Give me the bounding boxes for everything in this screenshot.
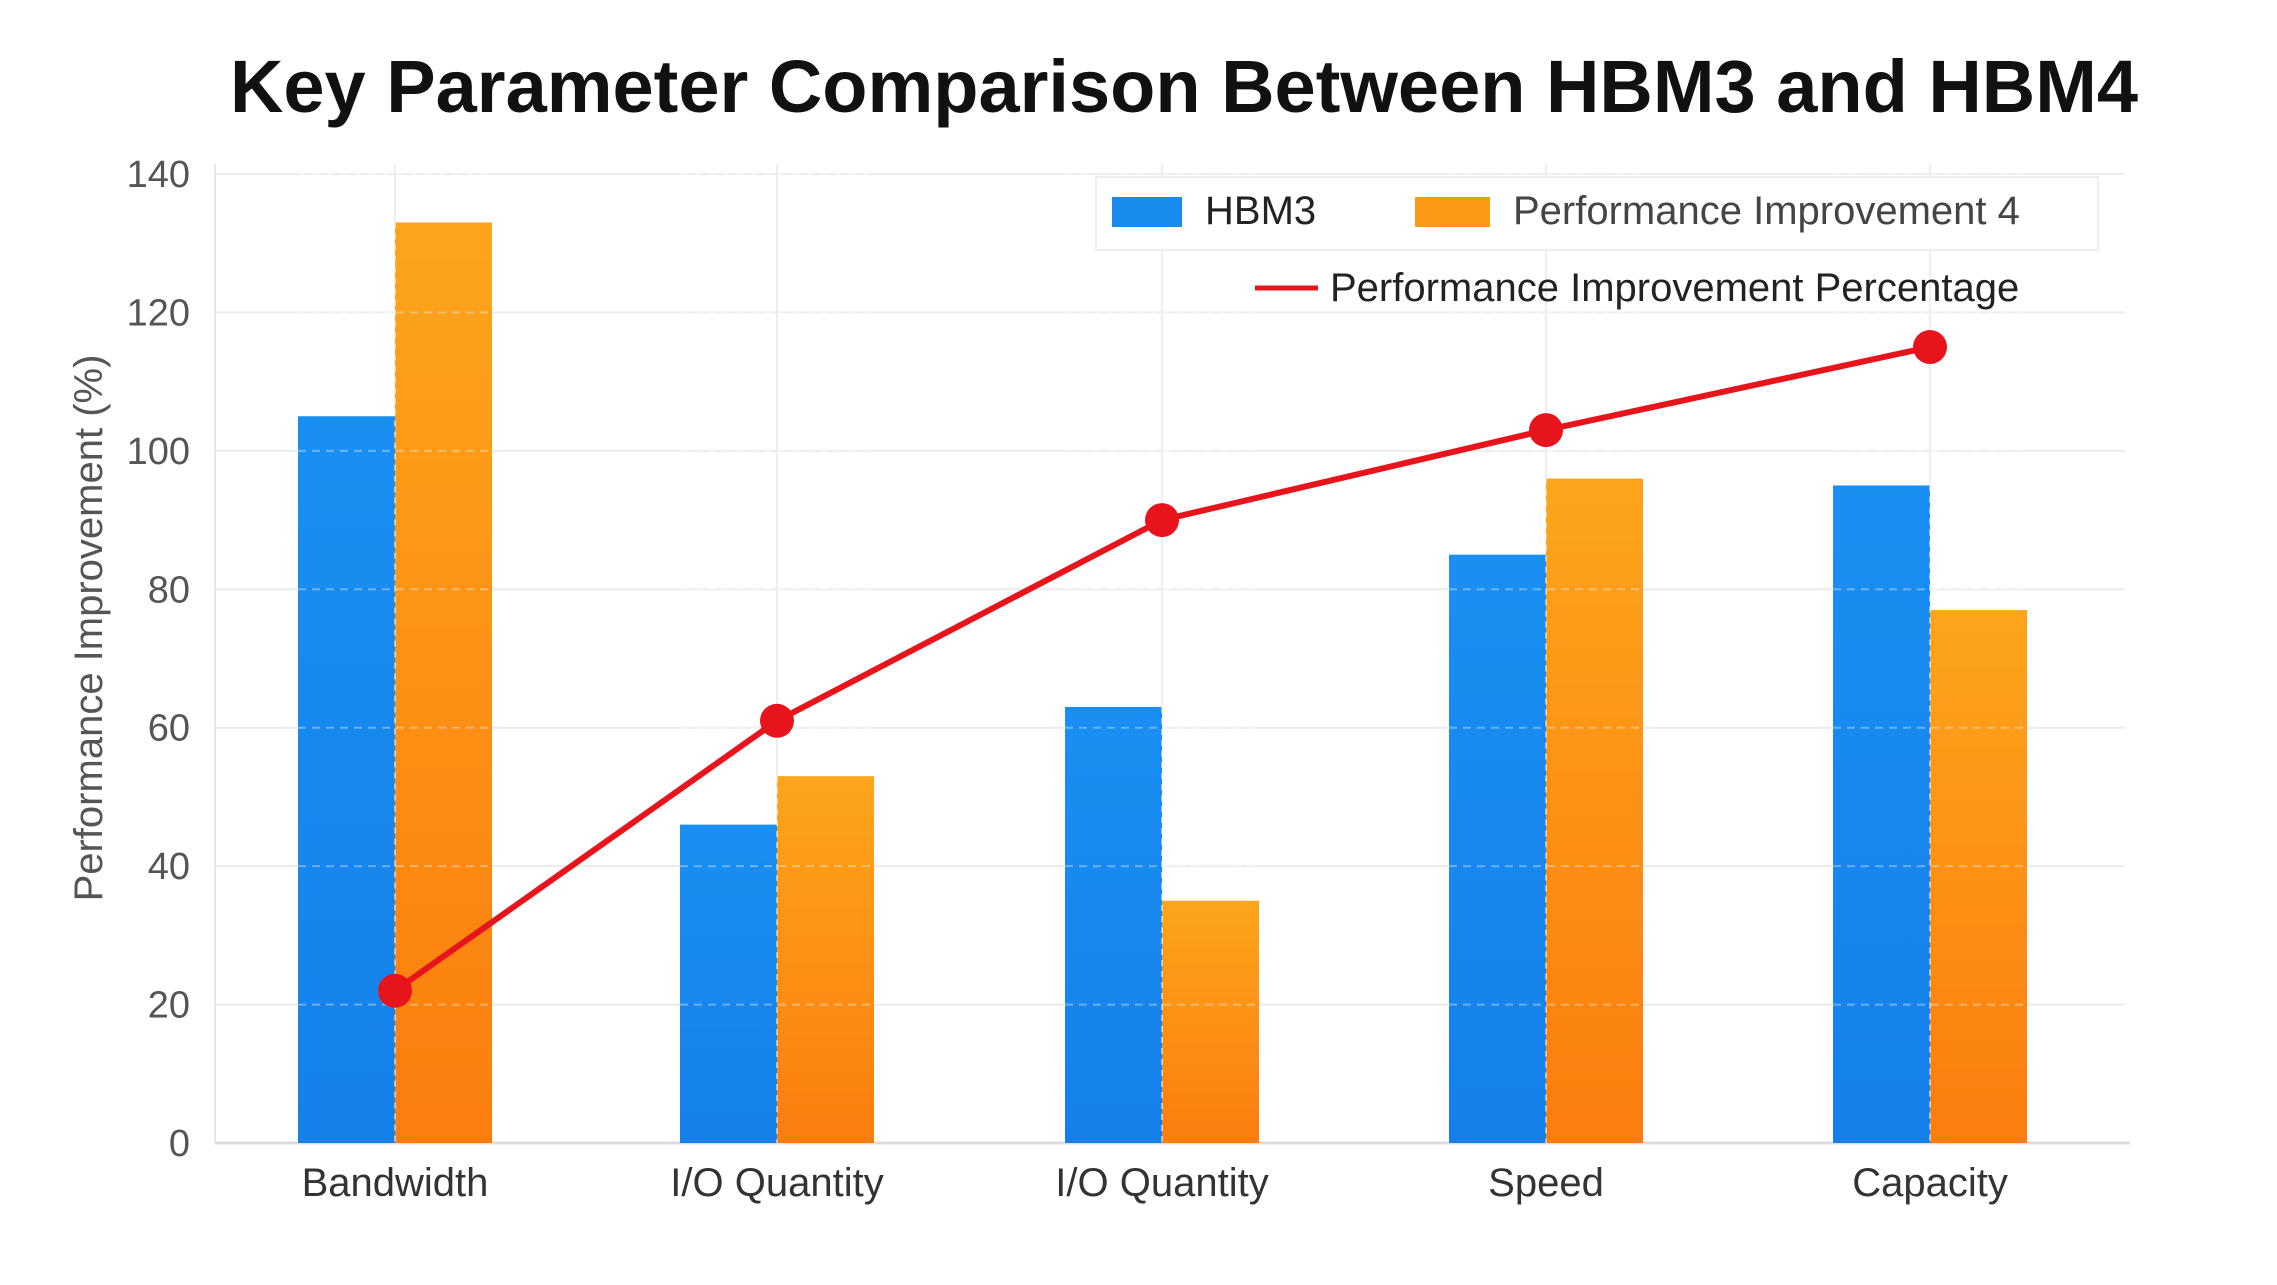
- y-ticks: 0 20 40 60 80 100 120 140: [127, 154, 190, 1165]
- legend-label-hbm3: HBM3: [1205, 189, 1316, 233]
- bar-hbm4: [1930, 610, 2027, 1143]
- x-tick-label: I/O Quantity: [670, 1161, 883, 1205]
- legend-label-hbm4: Performance Improvement 4: [1513, 189, 2020, 233]
- legend-swatch-hbm3: [1112, 197, 1182, 227]
- bar-hbm3: [1449, 554, 1546, 1143]
- legend-swatch-hbm4: [1415, 197, 1490, 227]
- y-tick-label: 60: [148, 708, 190, 750]
- x-tick-labels: Bandwidth I/O Quantity I/O Quantity Speed Ca…: [302, 1161, 2008, 1205]
- bar-hbm4: [1162, 900, 1259, 1143]
- bar-hbm4: [777, 776, 874, 1143]
- y-tick-label: 140: [127, 154, 190, 196]
- bar-hbm3: [1065, 706, 1162, 1143]
- legend-label-percentage: Performance Improvement Percentage: [1330, 266, 2019, 310]
- y-tick-label: 40: [148, 846, 190, 888]
- legend: HBM3 Performance Improvement 4 Performan…: [1095, 176, 2099, 310]
- chart-title: Key Parameter Comparison Between HBM3 an…: [230, 45, 2138, 128]
- legend-box: [1095, 176, 2099, 251]
- bar-hbm3: [298, 416, 395, 1143]
- y-tick-label: 120: [127, 292, 190, 334]
- percentage-point: [378, 973, 412, 1008]
- y-tick-label: 20: [148, 985, 190, 1027]
- x-tick-label: Bandwidth: [302, 1161, 489, 1205]
- line-series: [378, 330, 1947, 1008]
- percentage-point: [1145, 503, 1179, 538]
- bar-hbm3: [1833, 485, 1930, 1143]
- bar-hbm3: [680, 824, 777, 1143]
- percentage-point: [760, 703, 794, 738]
- x-tick-label: Speed: [1488, 1161, 1604, 1205]
- bars: [298, 173, 2027, 1143]
- percentage-point: [1913, 330, 1947, 365]
- y-tick-label: 0: [169, 1123, 190, 1165]
- y-tick-label: 100: [127, 431, 190, 473]
- bar-hbm4: [1546, 478, 1643, 1143]
- y-axis-label: Performance Improvement (%): [67, 355, 111, 902]
- percentage-point: [1529, 413, 1563, 448]
- y-tick-label: 80: [148, 569, 190, 611]
- x-tick-label: I/O Quantity: [1055, 1161, 1268, 1205]
- x-tick-label: Capacity: [1852, 1161, 2008, 1205]
